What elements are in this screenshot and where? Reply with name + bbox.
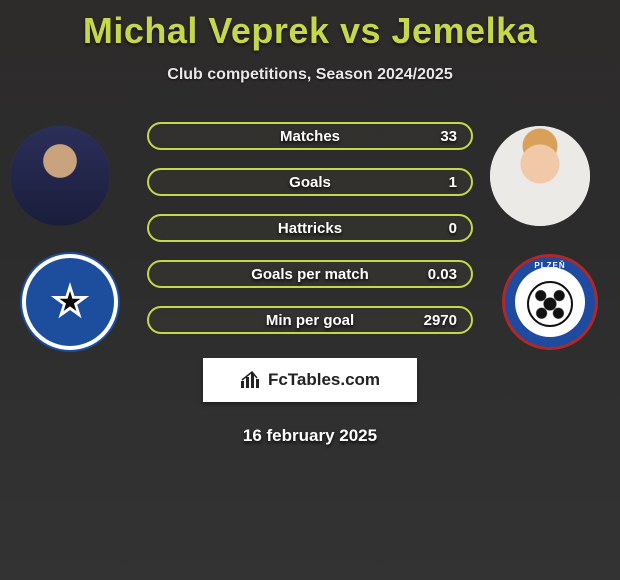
- brand-watermark: FcTables.com: [203, 358, 417, 402]
- subtitle: Club competitions, Season 2024/2025: [0, 66, 620, 84]
- page-title: Michal Veprek vs Jemelka: [0, 0, 620, 52]
- stat-row: Hattricks 0: [147, 214, 473, 242]
- stat-row: Goals per match 0.03: [147, 260, 473, 288]
- stat-row: Goals 1: [147, 168, 473, 196]
- stat-right-value: 0: [427, 220, 457, 237]
- player-left-avatar: [10, 126, 110, 226]
- sigma-olomouc-badge-icon: [22, 254, 118, 350]
- stat-right-value: 2970: [424, 312, 457, 329]
- club-left-crest: [20, 252, 120, 352]
- date-label: 16 february 2025: [0, 426, 620, 446]
- stat-label: Goals per match: [149, 266, 471, 283]
- stat-label: Hattricks: [149, 220, 471, 237]
- player-right-avatar: [490, 126, 590, 226]
- club-right-crest: PLZEŇ: [500, 252, 600, 352]
- stat-label: Matches: [149, 128, 471, 145]
- comparison-card: Michal Veprek vs Jemelka Club competitio…: [0, 0, 620, 580]
- stat-row: Min per goal 2970: [147, 306, 473, 334]
- stat-right-value: 33: [427, 128, 457, 145]
- bar-chart-icon: [240, 371, 262, 389]
- stat-label: Goals: [149, 174, 471, 191]
- stat-right-value: 0.03: [427, 266, 457, 283]
- brand-text: FcTables.com: [268, 370, 380, 390]
- viktoria-plzen-badge-icon: PLZEŇ: [502, 254, 598, 350]
- avatar-placeholder-icon: [490, 126, 590, 226]
- avatar-placeholder-icon: [10, 126, 110, 226]
- stat-right-value: 1: [427, 174, 457, 191]
- stat-row: Matches 33: [147, 122, 473, 150]
